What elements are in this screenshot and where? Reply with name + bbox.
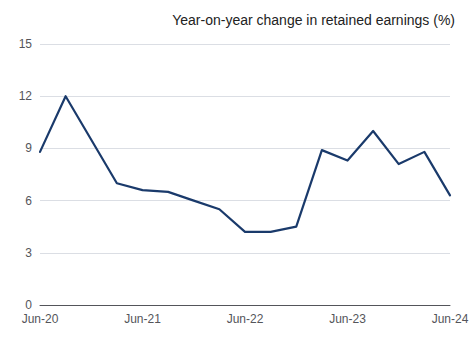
svg-text:Jun-22: Jun-22: [227, 312, 264, 326]
svg-text:3: 3: [25, 246, 32, 260]
svg-text:9: 9: [25, 141, 32, 155]
svg-text:6: 6: [25, 194, 32, 208]
svg-text:15: 15: [19, 37, 33, 51]
svg-text:Jun-24: Jun-24: [432, 312, 469, 326]
svg-text:Jun-21: Jun-21: [124, 312, 161, 326]
svg-text:Jun-23: Jun-23: [329, 312, 366, 326]
svg-text:12: 12: [19, 89, 33, 103]
svg-text:Year-on-year change in retaine: Year-on-year change in retained earnings…: [172, 12, 455, 28]
svg-text:0: 0: [25, 298, 32, 312]
svg-text:Jun-20: Jun-20: [22, 312, 59, 326]
